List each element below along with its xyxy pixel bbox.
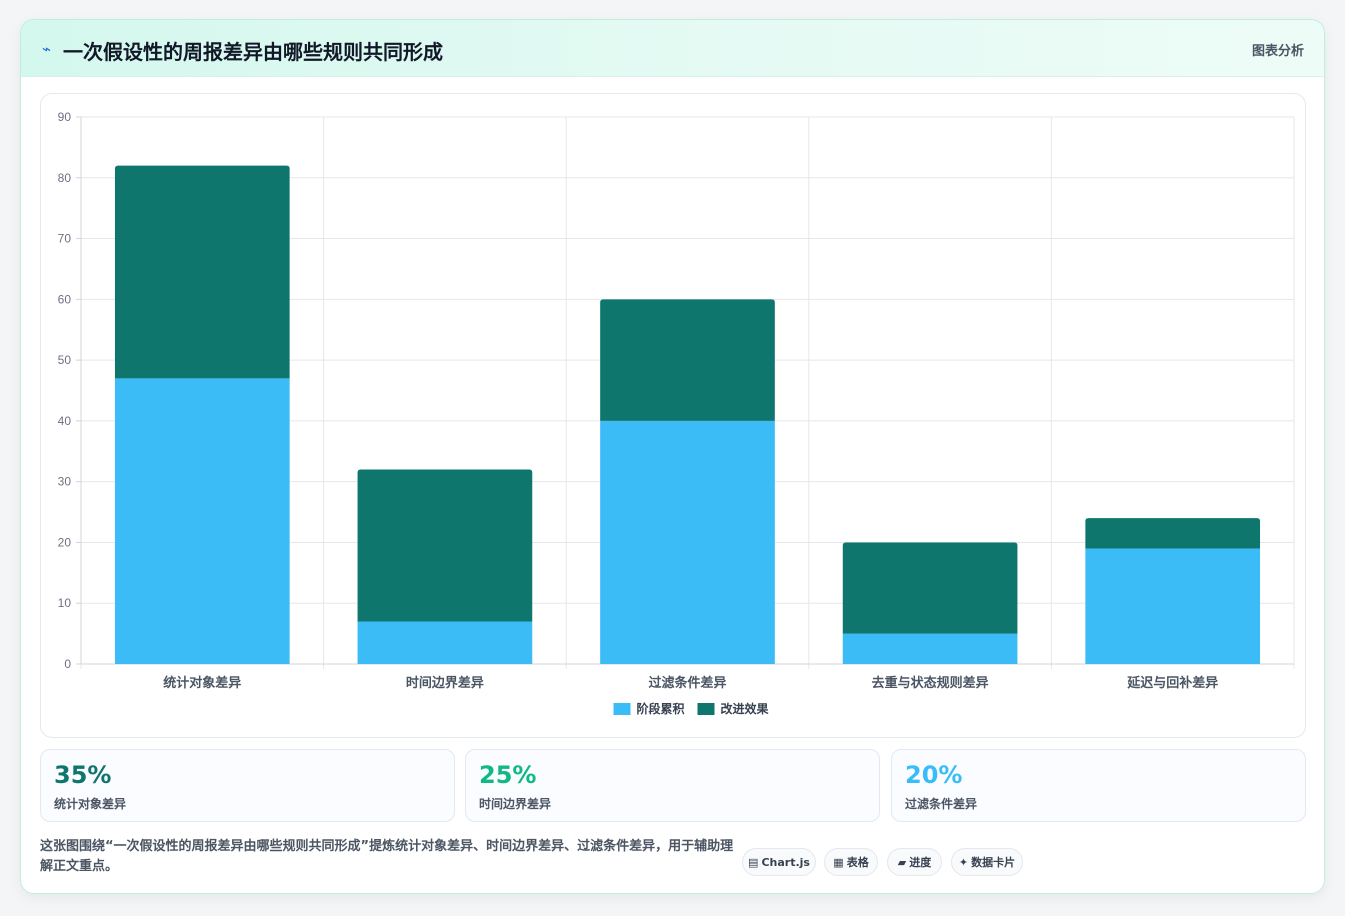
chart-card: ⌁ 一次假设性的周报差异由哪些规则共同形成 图表分析 0 10 20 30 40 50 60… xyxy=(20,19,1325,894)
stat-card-3: 20% 过滤条件差异 xyxy=(891,749,1306,822)
progress-icon: ▰ xyxy=(897,855,907,869)
stat-card-2: 25% 时间边界差异 xyxy=(465,749,880,822)
chip-data-card[interactable]: ✦ 数据卡片 xyxy=(951,848,1023,876)
y-tick-label: 20 xyxy=(58,535,72,549)
bar-segment-1 xyxy=(114,378,290,664)
card-icon: ✦ xyxy=(958,855,969,869)
bar-segment-2 xyxy=(842,542,1018,634)
y-tick-label: 60 xyxy=(58,292,72,306)
bar-segment-1 xyxy=(842,633,1018,664)
stacked-bar-chart: 0 10 20 30 40 50 60 70 80 90 统计对象差异 时间边界差异 过滤条件差异 去重与… xyxy=(58,110,1295,716)
chip-progress[interactable]: ▰ 进度 xyxy=(887,848,942,876)
chip-label: 进度 xyxy=(909,856,932,869)
chip-label: Chart.js xyxy=(761,855,810,869)
x-tick-label: 统计对象差异 xyxy=(163,675,241,690)
card-header: ⌁ 一次假设性的周报差异由哪些规则共同形成 图表分析 xyxy=(21,20,1324,77)
chip-chartjs[interactable]: ▤ Chart.js xyxy=(742,848,816,876)
y-tick-label: 30 xyxy=(58,475,72,489)
stat-label: 统计对象差异 xyxy=(54,797,127,811)
bar-segment-1 xyxy=(600,420,775,664)
chip-table[interactable]: ▦ 表格 xyxy=(824,848,878,876)
lightning-icon: ⌁ xyxy=(42,40,52,58)
x-tick-label: 去重与状态规则差异 xyxy=(872,675,989,690)
chart-container: 0 10 20 30 40 50 60 70 80 90 统计对象差异 时间边界差异 过滤条件差异 去重与… xyxy=(40,93,1306,738)
bar-segment-2 xyxy=(1085,518,1261,549)
chip-label: 表格 xyxy=(846,856,869,869)
y-tick-label: 40 xyxy=(58,414,72,428)
bar-segment-2 xyxy=(114,165,290,379)
y-tick-label: 80 xyxy=(58,171,72,185)
bar-segment-1 xyxy=(1085,548,1261,664)
y-tick-label: 90 xyxy=(58,110,72,124)
footnote-text: 这张图围绕“一次假设性的周报差异由哪些规则共同形成”提炼统计对象差异、时间边界差… xyxy=(40,839,734,874)
legend-label: 改进效果 xyxy=(721,701,769,716)
stat-card-1: 35% 统计对象差异 xyxy=(40,749,455,822)
chart-analysis-tag[interactable]: 图表分析 xyxy=(1251,44,1304,59)
stat-label: 时间边界差异 xyxy=(479,797,552,811)
stat-value: 20% xyxy=(905,761,963,789)
legend-label: 阶段累积 xyxy=(637,701,685,716)
stat-label: 过滤条件差异 xyxy=(905,797,978,811)
x-tick-label: 延迟与回补差异 xyxy=(1126,675,1218,690)
legend-swatch xyxy=(697,703,715,715)
stat-value: 25% xyxy=(479,761,537,789)
legend-swatch xyxy=(613,703,631,715)
y-tick-label: 50 xyxy=(58,353,72,367)
chart-icon: ▤ xyxy=(748,855,759,869)
chip-label: 数据卡片 xyxy=(971,856,1016,869)
bar-segment-2 xyxy=(357,469,533,622)
y-tick-label: 10 xyxy=(58,596,72,610)
page-title: 一次假设性的周报差异由哪些规则共同形成 xyxy=(63,40,443,64)
table-icon: ▦ xyxy=(833,855,844,869)
stat-value: 35% xyxy=(54,761,112,789)
y-tick-label: 70 xyxy=(58,232,72,246)
x-tick-label: 过滤条件差异 xyxy=(648,675,726,690)
y-tick-label: 0 xyxy=(64,657,71,671)
bar-segment-1 xyxy=(357,621,533,664)
bar-segment-2 xyxy=(600,299,775,421)
x-tick-label: 时间边界差异 xyxy=(406,675,484,690)
